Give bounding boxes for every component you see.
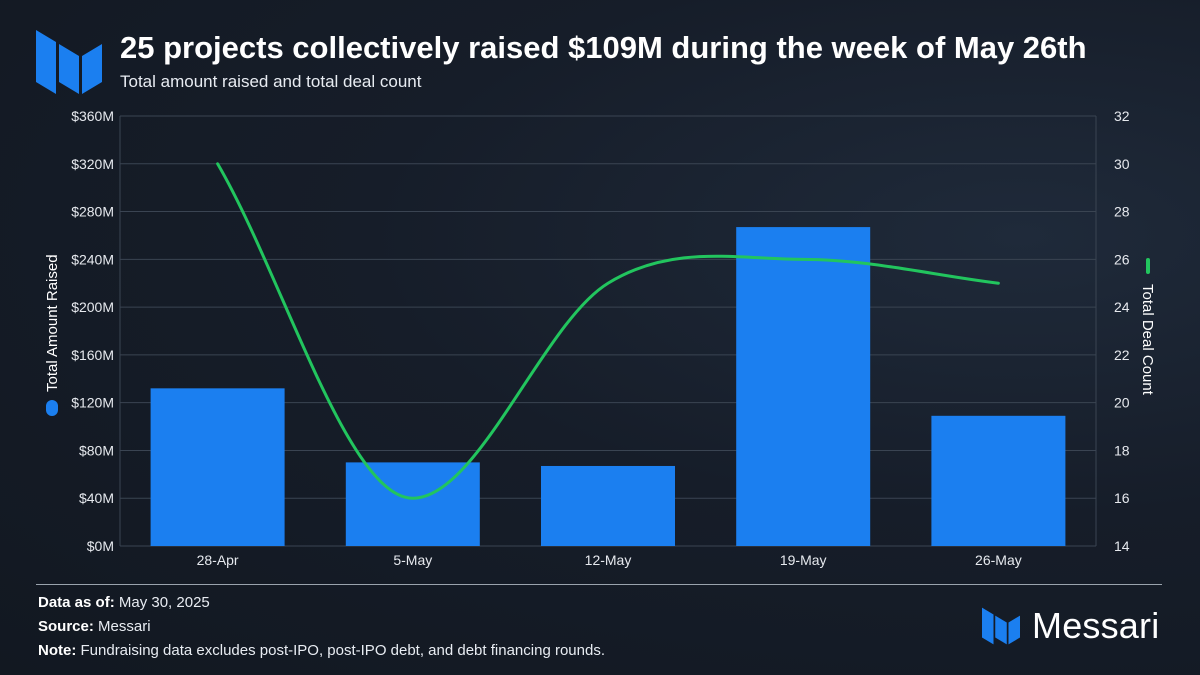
y-tick-label: $360M (71, 108, 114, 124)
y-tick-label: $240M (71, 251, 114, 267)
y-tick-label: $80M (79, 442, 114, 458)
bars (150, 227, 1066, 547)
bar (931, 415, 1066, 546)
footer-divider (36, 584, 1162, 585)
legend-bar-marker (46, 400, 58, 416)
y2-tick-label: 28 (1114, 204, 1130, 220)
y-tick-label: $0M (87, 538, 114, 554)
bar (150, 388, 285, 546)
left-axis-ticks: $0M $40M $80M $120M $160M $200M $240M $280M $320… (71, 108, 114, 554)
x-tick-label: 26-May (975, 552, 1022, 568)
y-tick-label: $160M (71, 347, 114, 363)
bar (736, 227, 871, 547)
y-tick-label: $320M (71, 156, 114, 172)
chart-subtitle: Total amount raised and total deal count (120, 72, 422, 91)
y2-tick-label: 18 (1114, 442, 1130, 458)
messari-logo-icon (36, 30, 102, 94)
x-tick-label: 12-May (585, 552, 632, 568)
x-tick-label: 5-May (393, 552, 432, 568)
data-as-of-label: Data as of: (38, 594, 115, 611)
footer-source: Source: Messari (38, 618, 151, 635)
right-axis-ticks: 14 16 18 20 22 24 26 28 30 32 (1114, 108, 1130, 554)
x-axis-ticks: 28-Apr 5-May 12-May 19-May 26-May (197, 552, 1022, 568)
y2-tick-label: 20 (1114, 395, 1130, 411)
footer-note: Note: Fundraising data excludes post-IPO… (38, 642, 605, 659)
footer-data-as-of: Data as of: May 30, 2025 (38, 594, 210, 611)
y2-tick-label: 14 (1114, 538, 1130, 554)
messari-logo-icon (982, 607, 1020, 645)
data-as-of-value: May 30, 2025 (118, 594, 210, 611)
y2-axis-title: Total Deal Count (1139, 284, 1156, 396)
y2-tick-label: 26 (1114, 251, 1130, 267)
x-tick-label: 19-May (780, 552, 827, 568)
brand-logo: Messari (982, 605, 1160, 646)
y2-tick-label: 30 (1114, 156, 1130, 172)
deal-count-line (216, 162, 1000, 500)
source-value: Messari (98, 618, 151, 635)
y2-tick-label: 16 (1114, 490, 1130, 506)
y2-tick-label: 32 (1114, 108, 1130, 124)
brand-name: Messari (1032, 605, 1160, 646)
y-tick-label: $280M (71, 204, 114, 220)
y-tick-label: $120M (71, 395, 114, 411)
y-axis-title: Total Amount Raised (44, 254, 61, 392)
chart-title: 25 projects collectively raised $109M du… (120, 30, 1087, 65)
y2-tick-label: 22 (1114, 347, 1130, 363)
bar (541, 465, 675, 546)
note-label: Note: (38, 642, 77, 659)
y-tick-label: $40M (79, 490, 114, 506)
y-tick-label: $200M (71, 299, 114, 315)
bar (345, 462, 480, 546)
y2-tick-label: 24 (1114, 299, 1130, 315)
x-tick-label: 28-Apr (197, 552, 239, 568)
legend-line-marker (1146, 258, 1150, 274)
note-value: Fundraising data excludes post-IPO, post… (80, 642, 605, 659)
source-label: Source: (38, 618, 94, 635)
